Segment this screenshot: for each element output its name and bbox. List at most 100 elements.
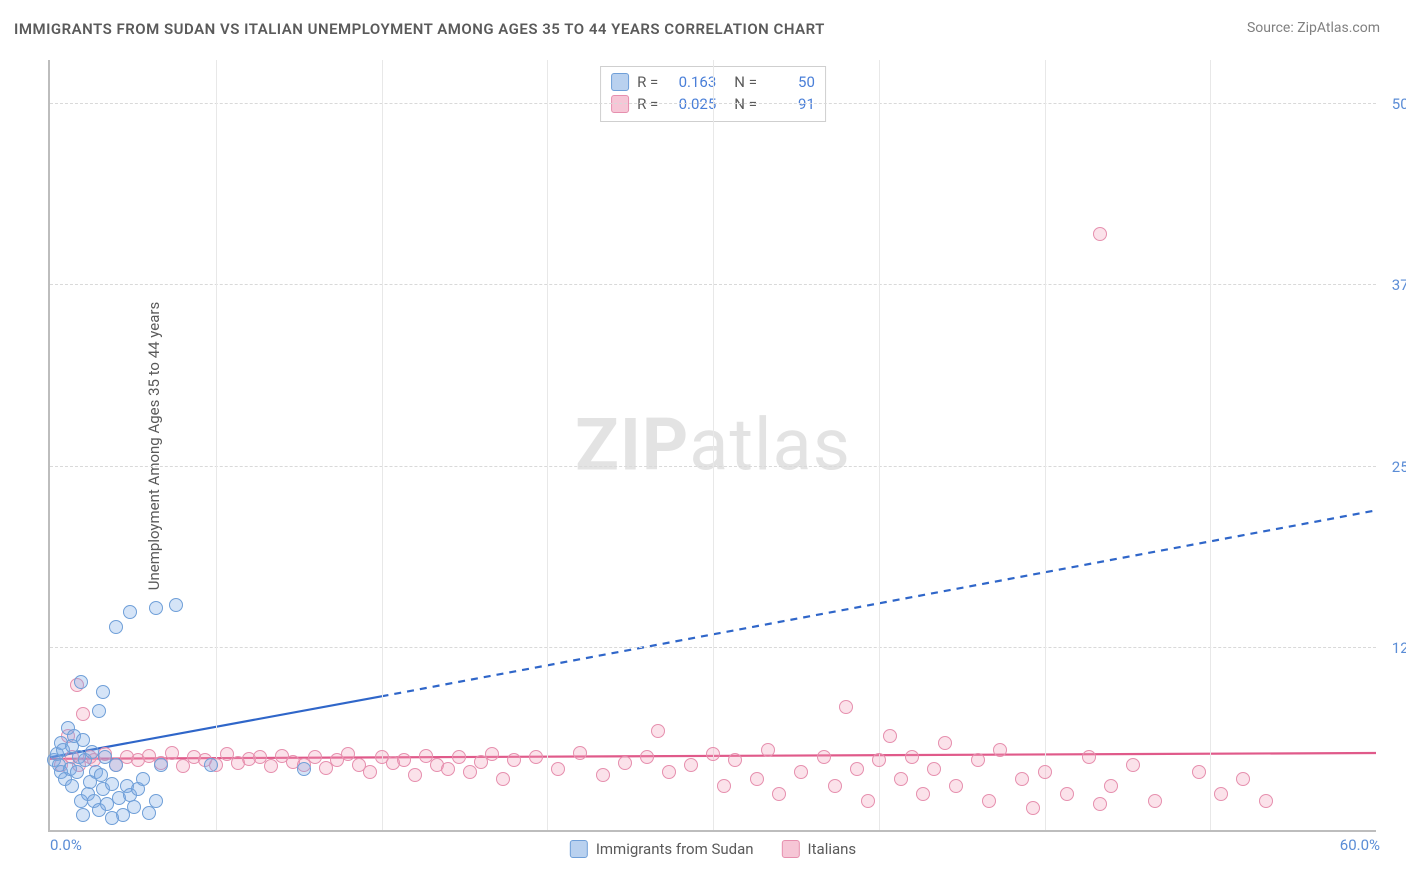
swatch-italians bbox=[782, 840, 800, 858]
gridline-vertical bbox=[713, 60, 714, 830]
data-point-italians bbox=[651, 724, 665, 738]
data-point-italians bbox=[1015, 772, 1029, 786]
data-point-sudan bbox=[149, 601, 163, 615]
data-point-sudan bbox=[127, 800, 141, 814]
data-point-italians bbox=[817, 750, 831, 764]
data-point-italians bbox=[408, 768, 422, 782]
data-point-italians bbox=[529, 750, 543, 764]
r-value: 0.025 bbox=[666, 93, 716, 115]
n-value: 50 bbox=[765, 71, 815, 93]
data-point-italians bbox=[264, 759, 278, 773]
data-point-italians bbox=[640, 750, 654, 764]
data-point-italians bbox=[596, 768, 610, 782]
data-point-sudan bbox=[105, 811, 119, 825]
data-point-sudan bbox=[204, 758, 218, 772]
data-point-italians bbox=[839, 700, 853, 714]
data-point-sudan bbox=[149, 794, 163, 808]
data-point-italians bbox=[894, 772, 908, 786]
data-point-italians bbox=[1259, 794, 1273, 808]
y-tick-label: 12.5% bbox=[1392, 639, 1406, 657]
data-point-italians bbox=[794, 765, 808, 779]
data-point-sudan bbox=[74, 675, 88, 689]
gridline-vertical bbox=[382, 60, 383, 830]
data-point-italians bbox=[1214, 787, 1228, 801]
data-point-italians bbox=[706, 747, 720, 761]
data-point-italians bbox=[750, 772, 764, 786]
gridline-vertical bbox=[879, 60, 880, 830]
data-point-italians bbox=[551, 762, 565, 776]
data-point-italians bbox=[452, 750, 466, 764]
data-point-italians bbox=[397, 753, 411, 767]
y-tick-label: 25.0% bbox=[1392, 458, 1406, 476]
chart-title: IMMIGRANTS FROM SUDAN VS ITALIAN UNEMPLO… bbox=[14, 20, 825, 38]
data-point-italians bbox=[463, 765, 477, 779]
data-point-sudan bbox=[76, 808, 90, 822]
data-point-italians bbox=[728, 753, 742, 767]
data-point-italians bbox=[1026, 801, 1040, 815]
swatch-sudan bbox=[570, 840, 588, 858]
data-point-italians bbox=[496, 772, 510, 786]
data-point-italians bbox=[1093, 797, 1107, 811]
x-axis-min-label: 0.0% bbox=[50, 836, 82, 854]
source-attribution: Source: ZipAtlas.com bbox=[1247, 20, 1380, 36]
data-point-italians bbox=[684, 758, 698, 772]
data-point-italians bbox=[1126, 758, 1140, 772]
swatch-sudan bbox=[611, 73, 629, 91]
data-point-sudan bbox=[136, 772, 150, 786]
legend-item-italians: Italians bbox=[782, 840, 857, 858]
data-point-sudan bbox=[92, 704, 106, 718]
data-point-italians bbox=[971, 753, 985, 767]
data-point-italians bbox=[883, 729, 897, 743]
data-point-italians bbox=[1082, 750, 1096, 764]
data-point-italians bbox=[1093, 227, 1107, 241]
data-point-sudan bbox=[109, 620, 123, 634]
data-point-italians bbox=[1236, 772, 1250, 786]
data-point-italians bbox=[772, 787, 786, 801]
n-label: N = bbox=[734, 93, 757, 115]
data-point-italians bbox=[573, 746, 587, 760]
r-label: R = bbox=[637, 93, 658, 115]
gridline-vertical bbox=[547, 60, 548, 830]
data-point-italians bbox=[165, 746, 179, 760]
data-point-italians bbox=[76, 707, 90, 721]
y-tick-label: 50.0% bbox=[1392, 95, 1406, 113]
data-point-italians bbox=[363, 765, 377, 779]
data-point-sudan bbox=[109, 758, 123, 772]
data-point-italians bbox=[993, 743, 1007, 757]
plot-area: ZIPatlas R =0.163N =50R =0.025N =91 0.0%… bbox=[48, 60, 1376, 832]
series-legend: Immigrants from Sudan Italians bbox=[570, 840, 856, 858]
data-point-italians bbox=[872, 753, 886, 767]
legend-item-sudan: Immigrants from Sudan bbox=[570, 840, 754, 858]
data-point-sudan bbox=[169, 598, 183, 612]
correlation-chart: IMMIGRANTS FROM SUDAN VS ITALIAN UNEMPLO… bbox=[0, 0, 1406, 892]
data-point-italians bbox=[861, 794, 875, 808]
data-point-sudan bbox=[154, 758, 168, 772]
data-point-italians bbox=[1148, 794, 1162, 808]
data-point-italians bbox=[485, 747, 499, 761]
data-point-italians bbox=[828, 779, 842, 793]
data-point-sudan bbox=[70, 765, 84, 779]
data-point-italians bbox=[905, 750, 919, 764]
n-value: 91 bbox=[765, 93, 815, 115]
n-label: N = bbox=[734, 71, 757, 93]
data-point-sudan bbox=[65, 779, 79, 793]
data-point-sudan bbox=[105, 777, 119, 791]
data-point-italians bbox=[1060, 787, 1074, 801]
gridline-vertical bbox=[1210, 60, 1211, 830]
r-label: R = bbox=[637, 71, 658, 93]
data-point-sudan bbox=[85, 745, 99, 759]
data-point-italians bbox=[949, 779, 963, 793]
x-axis-max-label: 60.0% bbox=[1340, 836, 1380, 854]
gridline-vertical bbox=[1045, 60, 1046, 830]
data-point-italians bbox=[1192, 765, 1206, 779]
data-point-italians bbox=[441, 762, 455, 776]
data-point-italians bbox=[1104, 779, 1118, 793]
gridline-vertical bbox=[216, 60, 217, 830]
data-point-italians bbox=[1038, 765, 1052, 779]
r-value: 0.163 bbox=[666, 71, 716, 93]
legend-label: Italians bbox=[808, 840, 857, 858]
swatch-italians bbox=[611, 95, 629, 113]
y-tick-label: 37.5% bbox=[1392, 276, 1406, 294]
legend-label: Immigrants from Sudan bbox=[596, 840, 754, 858]
data-point-italians bbox=[618, 756, 632, 770]
